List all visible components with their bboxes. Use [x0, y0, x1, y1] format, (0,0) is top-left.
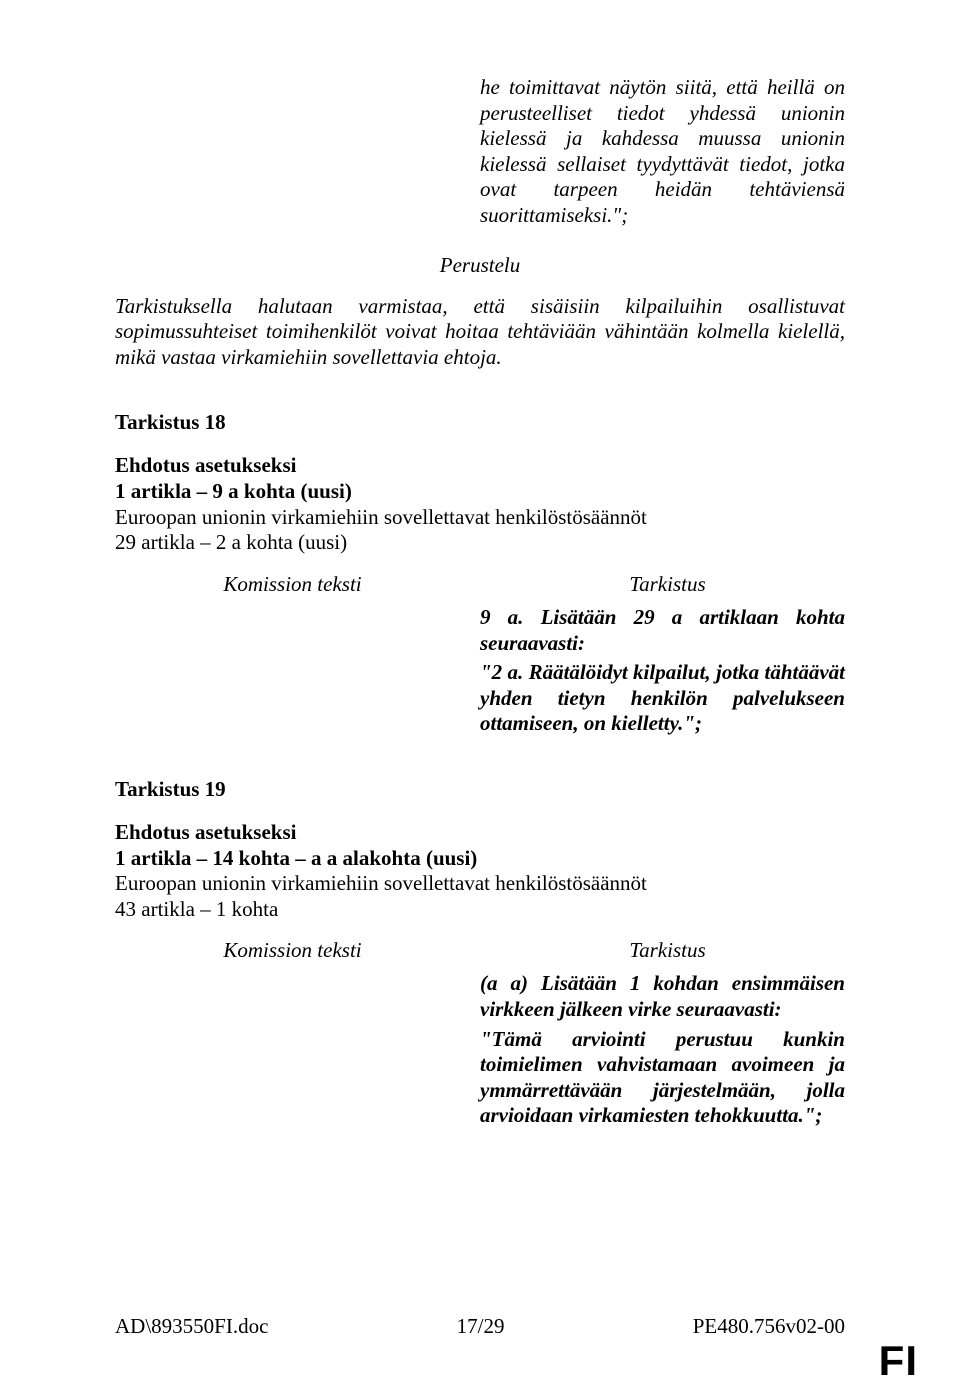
tarkistus-18-ehdotus: Ehdotus asetukseksi 1 artikla – 9 a koht… [115, 453, 845, 555]
perustelu-text: Tarkistuksella halutaan varmistaa, että … [115, 294, 845, 371]
ehdotus-bold: Ehdotus asetukseksi [115, 453, 296, 477]
tarkistus-18-para2: "2 a. Räätälöidyt kilpailut, jotka tähtä… [480, 660, 845, 737]
col-left-label: Komission teksti [115, 938, 480, 963]
fi-mark: FI [879, 1337, 918, 1385]
footer-center: 17/29 [457, 1314, 505, 1339]
ehdotus-bold: Ehdotus asetukseksi [115, 820, 296, 844]
tarkistus-18-para1: 9 a. Lisätään 29 a artiklaan kohta seura… [480, 605, 845, 656]
col-right-label: Tarkistus [480, 938, 845, 963]
tarkistus-19-ehdotus: Ehdotus asetukseksi 1 artikla – 14 kohta… [115, 820, 845, 922]
tarkistus-19-columns: Komission teksti Tarkistus [115, 938, 845, 963]
perustelu-label: Perustelu [115, 253, 845, 278]
tarkistus-19-para2: "Tämä arviointi perustuu kunkin toimieli… [480, 1027, 845, 1129]
ehdotus-line1: 1 artikla – 9 a kohta (uusi) [115, 479, 352, 503]
footer-right: PE480.756v02-00 [693, 1314, 845, 1339]
ehdotus-line1: 1 artikla – 14 kohta – a a alakohta (uus… [115, 846, 477, 870]
tarkistus-19-heading: Tarkistus 19 [115, 777, 845, 802]
col-right-label: Tarkistus [480, 572, 845, 597]
ehdotus-line3: 29 artikla – 2 a kohta (uusi) [115, 530, 347, 554]
tarkistus-18-heading: Tarkistus 18 [115, 410, 845, 435]
page-footer: AD\893550FI.doc 17/29 PE480.756v02-00 [115, 1314, 845, 1339]
col-left-label: Komission teksti [115, 572, 480, 597]
tarkistus-19-para1: (a a) Lisätään 1 kohdan ensimmäisen virk… [480, 971, 845, 1022]
intro-right-paragraph: he toimittavat näytön siitä, että heillä… [480, 75, 845, 229]
tarkistus-18-columns: Komission teksti Tarkistus [115, 572, 845, 597]
ehdotus-line2: Euroopan unionin virkamiehiin sovelletta… [115, 871, 647, 895]
ehdotus-line2: Euroopan unionin virkamiehiin sovelletta… [115, 505, 647, 529]
ehdotus-line3: 43 artikla – 1 kohta [115, 897, 278, 921]
footer-left: AD\893550FI.doc [115, 1314, 268, 1339]
